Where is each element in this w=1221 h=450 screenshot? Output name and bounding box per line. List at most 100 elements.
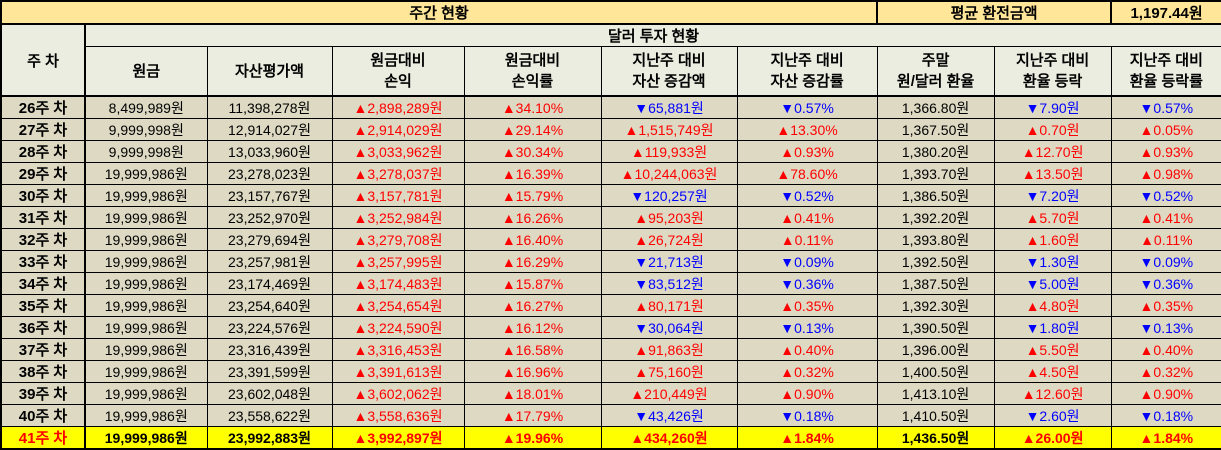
cell-asset-change[interactable]: ▲95,203원 [600,206,738,229]
cell-fx-change-rate[interactable]: ▼0.36% [1110,272,1221,295]
cell-fx-change[interactable]: ▲0.70원 [993,118,1112,141]
cell-principal[interactable]: 19,999,986원 [84,294,208,317]
cell-valuation[interactable]: 13,033,960원 [206,140,333,163]
cell-profit-rate[interactable]: ▲16.58% [463,338,602,361]
cell-valuation[interactable]: 23,254,640원 [206,294,333,317]
cell-profit[interactable]: ▲3,174,483원 [331,272,465,295]
cell-asset-change[interactable]: ▲10,244,063원 [600,162,738,185]
cell-valuation[interactable]: 23,391,599원 [206,360,333,383]
cell-fx-change[interactable]: ▲4.80원 [993,294,1112,317]
cell-asset-change[interactable]: ▼65,881원 [600,95,738,119]
cell-valuation[interactable]: 23,992,883원 [206,426,333,450]
col-header-principal[interactable]: 원금 [84,46,208,97]
avg-exchange-label[interactable]: 평균 환전금액 [876,0,1113,25]
cell-asset-change[interactable]: ▲1,515,749원 [600,118,738,141]
cell-week[interactable]: 41주 차 [0,426,86,450]
cell-fx-change-rate[interactable]: ▼0.18% [1110,404,1221,427]
cell-fx-change[interactable]: ▼2.60원 [993,404,1112,427]
cell-fx-change[interactable]: ▲5.50원 [993,338,1112,361]
cell-fx-rate[interactable]: 1,393.70원 [876,162,995,185]
cell-week[interactable]: 33주 차 [0,250,86,273]
cell-week[interactable]: 27주 차 [0,118,86,141]
cell-profit[interactable]: ▲3,391,613원 [331,360,465,383]
cell-profit[interactable]: ▲3,278,037원 [331,162,465,185]
cell-profit-rate[interactable]: ▲16.40% [463,228,602,251]
cell-principal[interactable]: 8,499,989원 [84,95,208,119]
cell-fx-change-rate[interactable]: ▼0.57% [1110,95,1221,119]
cell-fx-rate[interactable]: 1,366.80원 [876,95,995,119]
cell-valuation[interactable]: 23,602,048원 [206,382,333,405]
cell-fx-change[interactable]: ▲12.60원 [993,382,1112,405]
cell-profit-rate[interactable]: ▲29.14% [463,118,602,141]
cell-fx-change[interactable]: ▲12.70원 [993,140,1112,163]
avg-exchange-value[interactable]: 1,197.44원 [1110,0,1221,25]
cell-profit[interactable]: ▲3,252,984원 [331,206,465,229]
cell-profit-rate[interactable]: ▲19.96% [463,426,602,450]
cell-week[interactable]: 32주 차 [0,228,86,251]
col-header-profit-rate[interactable]: 원금대비 손익률 [463,46,602,97]
cell-profit-rate[interactable]: ▲17.79% [463,404,602,427]
cell-profit-rate[interactable]: ▲16.26% [463,206,602,229]
cell-fx-rate[interactable]: 1,393.80원 [876,228,995,251]
weekly-status-title[interactable]: 주간 현황 [0,0,879,25]
cell-profit-rate[interactable]: ▲15.79% [463,184,602,207]
cell-principal[interactable]: 19,999,986원 [84,272,208,295]
cell-profit-rate[interactable]: ▲18.01% [463,382,602,405]
cell-profit[interactable]: ▲3,033,962원 [331,140,465,163]
cell-profit[interactable]: ▲3,279,708원 [331,228,465,251]
cell-week[interactable]: 35주 차 [0,294,86,317]
cell-asset-change-rate[interactable]: ▲13.30% [736,118,878,141]
cell-asset-change[interactable]: ▼83,512원 [600,272,738,295]
cell-fx-rate[interactable]: 1,396.00원 [876,338,995,361]
cell-principal[interactable]: 19,999,986원 [84,162,208,185]
cell-fx-change-rate[interactable]: ▲0.98% [1110,162,1221,185]
cell-profit-rate[interactable]: ▲15.87% [463,272,602,295]
cell-week[interactable]: 30주 차 [0,184,86,207]
col-header-valuation[interactable]: 자산평가액 [206,46,333,97]
cell-valuation[interactable]: 23,279,694원 [206,228,333,251]
cell-fx-change[interactable]: ▲4.50원 [993,360,1112,383]
cell-profit-rate[interactable]: ▲16.27% [463,294,602,317]
cell-fx-rate[interactable]: 1,410.50원 [876,404,995,427]
cell-fx-change-rate[interactable]: ▲0.11% [1110,228,1221,251]
cell-principal[interactable]: 19,999,986원 [84,316,208,339]
cell-profit[interactable]: ▲3,254,654원 [331,294,465,317]
cell-asset-change-rate[interactable]: ▲0.11% [736,228,878,251]
cell-asset-change[interactable]: ▲434,260원 [600,426,738,450]
cell-valuation[interactable]: 23,157,767원 [206,184,333,207]
cell-fx-rate[interactable]: 1,367.50원 [876,118,995,141]
cell-fx-change-rate[interactable]: ▲0.93% [1110,140,1221,163]
cell-fx-rate[interactable]: 1,400.50원 [876,360,995,383]
cell-profit[interactable]: ▲3,558,636원 [331,404,465,427]
col-header-fx-change-rate[interactable]: 지난주 대비 환율 등락률 [1110,46,1221,97]
cell-principal[interactable]: 19,999,986원 [84,360,208,383]
cell-fx-rate[interactable]: 1,380.20원 [876,140,995,163]
cell-asset-change-rate[interactable]: ▲1.84% [736,426,878,450]
cell-profit[interactable]: ▲3,157,781원 [331,184,465,207]
cell-principal[interactable]: 19,999,986원 [84,228,208,251]
cell-principal[interactable]: 19,999,986원 [84,404,208,427]
cell-profit[interactable]: ▲2,914,029원 [331,118,465,141]
col-header-asset-change[interactable]: 지난주 대비 자산 증감액 [600,46,738,97]
cell-week[interactable]: 26주 차 [0,95,86,119]
cell-valuation[interactable]: 12,914,027원 [206,118,333,141]
cell-fx-change[interactable]: ▲13.50원 [993,162,1112,185]
col-header-profit[interactable]: 원금대비 손익 [331,46,465,97]
cell-fx-change[interactable]: ▲1.60원 [993,228,1112,251]
cell-fx-rate[interactable]: 1,386.50원 [876,184,995,207]
cell-valuation[interactable]: 23,252,970원 [206,206,333,229]
cell-profit[interactable]: ▲3,992,897원 [331,426,465,450]
cell-fx-rate[interactable]: 1,392.30원 [876,294,995,317]
cell-profit-rate[interactable]: ▲16.39% [463,162,602,185]
week-column-header[interactable]: 주 차 [0,23,86,97]
cell-asset-change[interactable]: ▼120,257원 [600,184,738,207]
cell-principal[interactable]: 19,999,986원 [84,250,208,273]
cell-asset-change[interactable]: ▼30,064원 [600,316,738,339]
cell-asset-change-rate[interactable]: ▼0.52% [736,184,878,207]
cell-week[interactable]: 34주 차 [0,272,86,295]
cell-asset-change[interactable]: ▼43,426원 [600,404,738,427]
cell-profit-rate[interactable]: ▲34.10% [463,95,602,119]
cell-asset-change[interactable]: ▲75,160원 [600,360,738,383]
cell-asset-change-rate[interactable]: ▼0.09% [736,250,878,273]
cell-week[interactable]: 36주 차 [0,316,86,339]
